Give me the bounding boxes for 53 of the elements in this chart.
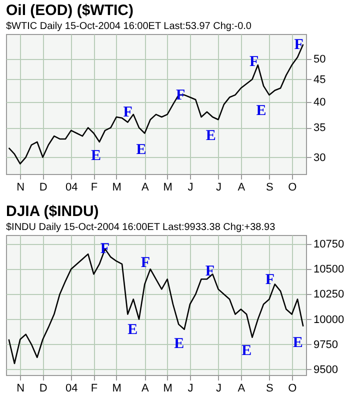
x-tick-label: J [188, 382, 194, 394]
x-tick-label: J [188, 182, 194, 194]
x-tick-label: A [142, 182, 150, 194]
x-tick-label: D [39, 182, 48, 194]
x-tick-label: A [238, 182, 246, 194]
annotation: E [174, 336, 184, 352]
y-tick-label: 40 [314, 96, 326, 109]
annotation: E [90, 148, 102, 164]
x-tick-label: N [16, 382, 25, 394]
y-tick-label: 10250 [314, 288, 344, 301]
annotation: F [123, 104, 132, 120]
y-tick-label: 10750 [314, 238, 344, 251]
annotation: F [265, 272, 275, 288]
x-tick-label: 04 [65, 182, 78, 194]
x-tick-label: J [216, 182, 222, 194]
annotation: E [136, 142, 146, 158]
x-tick-label: 04 [65, 382, 78, 394]
x-tick-label: A [238, 382, 246, 394]
y-tick-label: 30 [314, 152, 326, 164]
chart-title: DJIA ($INDU) [6, 203, 99, 220]
chart-subtitle: $WTIC Daily 15-Oct-2004 16:00ET Last:53.97 Chg:-0.0 [6, 21, 252, 32]
x-tick-label: A [142, 382, 150, 394]
annotation: F [205, 263, 215, 280]
x-tick-label: M [112, 382, 122, 394]
y-tick-label: 9750 [314, 338, 338, 351]
x-tick-label: S [266, 182, 274, 194]
annotation: E [206, 128, 216, 144]
y-tick-label: 35 [314, 122, 326, 134]
x-tick-label: M [163, 182, 172, 194]
y-tick-label: 45 [314, 74, 326, 86]
x-tick-label: J [216, 382, 222, 394]
x-tick-label: O [288, 182, 298, 194]
x-tick-label: M [112, 182, 122, 194]
y-tick-label: 50 [314, 54, 326, 66]
chart-subtitle: $INDU Daily 15-Oct-2004 16:00ET Last:9933.38 Chg:+38.93 [6, 222, 276, 233]
annotation: F [140, 255, 150, 271]
chart-title: Oil (EOD) ($WTIC) [6, 2, 134, 19]
annotation: E [292, 334, 303, 351]
x-tick-label: N [16, 182, 25, 194]
annotation: F [250, 54, 259, 70]
annotation: E [128, 322, 138, 338]
annotation: F [294, 37, 304, 54]
x-tick-label: F [90, 382, 98, 394]
y-tick-label: 10500 [314, 264, 344, 276]
x-tick-label: D [39, 382, 48, 394]
annotation: E [256, 103, 266, 119]
x-tick-label: O [288, 382, 298, 394]
x-tick-label: F [90, 182, 98, 194]
annotation: E [242, 343, 252, 360]
x-tick-label: S [266, 382, 274, 394]
y-tick-label: 10000 [314, 314, 344, 326]
y-tick-label: 9500 [314, 364, 338, 376]
x-tick-label: M [163, 382, 172, 394]
